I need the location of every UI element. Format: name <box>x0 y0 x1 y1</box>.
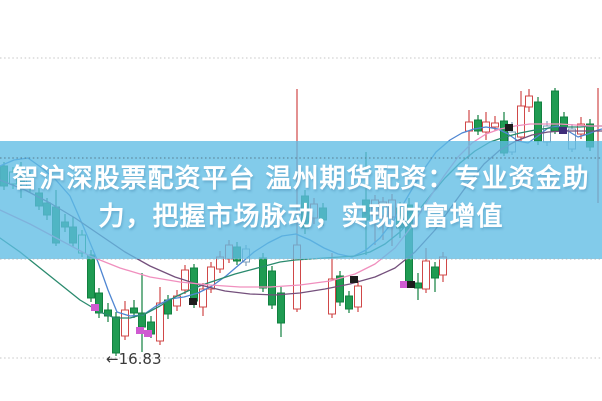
candle-body <box>422 260 430 290</box>
candle-body <box>354 285 362 308</box>
title-banner: 智沪深股票配资平台 温州期货配资：专业资金助 力，把握市场脉动，实现财富增值 <box>0 160 602 236</box>
candle-body <box>551 90 559 132</box>
candle-body <box>560 116 568 128</box>
title-line-2: 力，把握市场脉动，实现财富增值 <box>98 202 504 232</box>
candle-body <box>104 309 112 317</box>
signal-marker <box>400 281 408 288</box>
candle-body <box>336 275 344 303</box>
candle-body <box>414 282 422 289</box>
candle-body <box>491 122 499 128</box>
candle-body <box>268 270 276 306</box>
candle-body <box>95 292 103 314</box>
title-line-1: 智沪深股票配资平台 温州期货配资：专业资金助 <box>12 164 590 194</box>
signal-marker <box>559 127 567 134</box>
signal-marker <box>144 330 152 337</box>
signal-marker <box>505 124 513 131</box>
signal-marker <box>189 298 197 305</box>
candle-body <box>130 307 138 314</box>
signal-marker <box>350 276 358 283</box>
price-low-annotation: ←16.83 <box>106 350 162 368</box>
candle-body <box>431 266 439 279</box>
candle-body <box>525 95 533 108</box>
signal-marker <box>136 327 144 334</box>
candle-body <box>277 292 285 324</box>
candle-body <box>345 295 353 310</box>
candle-body <box>87 254 95 299</box>
signal-marker <box>407 281 415 288</box>
candle-body <box>112 316 120 354</box>
signal-marker <box>91 304 99 311</box>
candle-body <box>207 266 215 290</box>
candle-body <box>577 123 585 135</box>
candle-body <box>328 278 336 315</box>
candle-body <box>156 302 164 342</box>
candle-body <box>517 105 525 138</box>
banner-band-overlay <box>0 141 602 259</box>
candle-body <box>474 119 482 132</box>
candle-body <box>199 288 207 308</box>
candle-body <box>121 309 129 337</box>
candle-body <box>534 101 542 142</box>
candle-body <box>439 256 447 276</box>
candle-body <box>259 257 267 289</box>
